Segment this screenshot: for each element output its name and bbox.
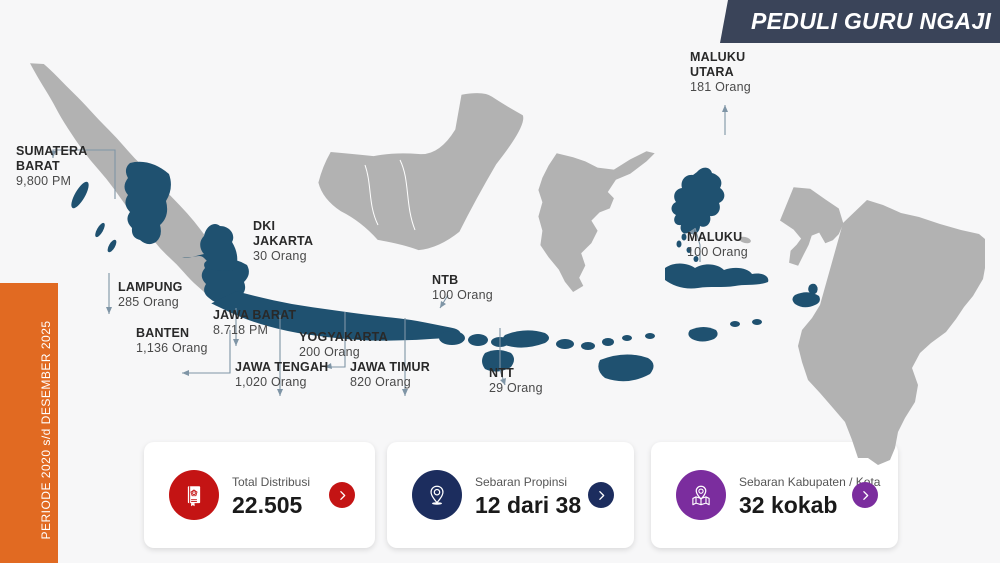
svg-text:PEDULI GURU NGAJI: PEDULI GURU NGAJI xyxy=(751,8,992,34)
